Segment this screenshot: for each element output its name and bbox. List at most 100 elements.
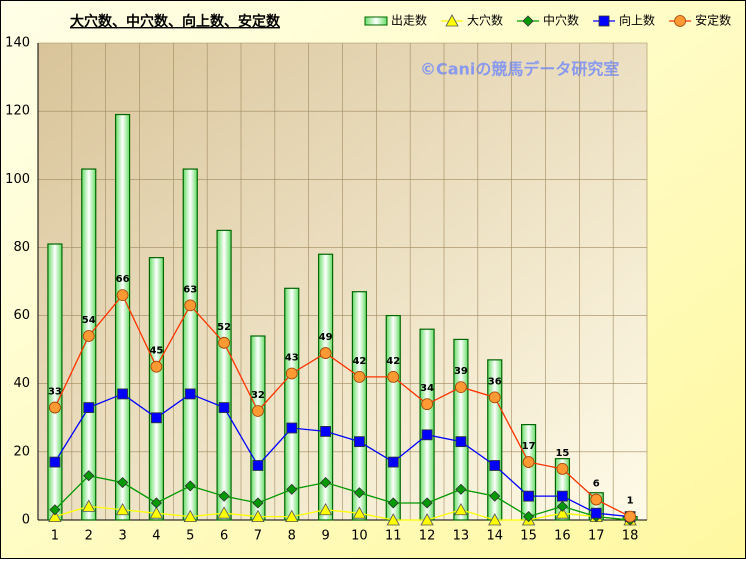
point <box>489 490 501 502</box>
point <box>117 476 129 489</box>
point <box>455 381 467 394</box>
point <box>556 500 568 512</box>
bar <box>216 229 232 521</box>
data-label: 34 <box>420 383 434 394</box>
y-tick-label: 60 <box>13 308 30 323</box>
point <box>149 506 164 519</box>
legend-marker <box>522 15 534 27</box>
point <box>82 330 95 342</box>
point <box>252 460 264 471</box>
bar <box>182 168 198 521</box>
y-tick-label: 40 <box>13 376 30 391</box>
point <box>48 509 62 522</box>
data-label: 42 <box>352 356 366 367</box>
point <box>49 456 61 468</box>
point <box>353 487 365 499</box>
point <box>82 499 96 512</box>
point <box>184 480 196 492</box>
data-label: 43 <box>285 352 299 363</box>
point <box>252 405 264 417</box>
point <box>285 367 298 380</box>
data-label: 66 <box>116 274 130 285</box>
bar <box>520 424 537 521</box>
bar <box>250 335 266 521</box>
data-label: 36 <box>488 376 502 387</box>
x-tick-label: 10 <box>351 529 368 544</box>
x-tick-label: 14 <box>486 529 503 544</box>
series-line <box>54 505 631 521</box>
data-label: 6 <box>593 479 600 490</box>
bar <box>47 243 63 521</box>
point <box>455 483 467 495</box>
point <box>624 510 636 523</box>
point <box>218 336 230 349</box>
point <box>286 422 298 434</box>
point <box>320 426 331 437</box>
point <box>488 391 501 404</box>
bar <box>148 257 165 521</box>
point <box>184 299 197 312</box>
x-tick-label: 2 <box>85 529 93 544</box>
point <box>285 509 299 522</box>
series-line <box>54 393 631 518</box>
x-tick-label: 5 <box>186 529 194 544</box>
point <box>489 460 501 471</box>
point <box>421 398 433 411</box>
legend-label: 向上数 <box>619 13 655 28</box>
x-tick-label: 7 <box>254 529 262 544</box>
data-label: 32 <box>251 390 265 401</box>
data-label: 54 <box>82 315 96 326</box>
point <box>353 370 366 383</box>
x-tick-label: 6 <box>220 529 228 544</box>
point <box>387 370 400 383</box>
point <box>454 502 468 516</box>
legend-marker <box>445 14 459 27</box>
point <box>488 513 502 526</box>
point <box>352 506 367 519</box>
data-label: 52 <box>217 322 231 333</box>
x-tick-label: 12 <box>419 529 436 544</box>
point <box>320 476 332 489</box>
data-label: 42 <box>386 356 400 367</box>
point <box>49 401 61 414</box>
point <box>354 436 365 448</box>
point <box>218 402 230 413</box>
data-label: 1 <box>627 496 634 507</box>
point <box>590 507 602 519</box>
point <box>319 347 332 359</box>
y-tick-label: 0 <box>22 513 30 528</box>
legend-marker <box>674 15 686 27</box>
x-tick-label: 9 <box>321 529 329 544</box>
y-tick-label: 20 <box>13 444 30 459</box>
data-label: 45 <box>149 346 163 357</box>
legend-swatch <box>364 16 388 26</box>
point <box>49 504 61 516</box>
point <box>251 509 265 522</box>
point <box>455 436 467 448</box>
x-tick-label: 3 <box>118 529 126 544</box>
legend-marker <box>598 15 610 27</box>
watermark: ©Caniの競馬データ研究室 <box>420 60 619 79</box>
bar <box>317 253 334 521</box>
point <box>318 502 333 516</box>
point <box>556 462 569 475</box>
bar <box>385 314 401 521</box>
bar <box>81 168 97 521</box>
y-tick-label: 80 <box>13 240 30 255</box>
legend: 出走数 大穴数 中穴数 向上数 安定数 <box>364 13 731 28</box>
point <box>115 502 130 516</box>
x-tick-label: 15 <box>520 529 537 544</box>
x-tick-label: 11 <box>385 529 402 544</box>
x-tick-label: 13 <box>453 529 470 544</box>
point <box>83 402 95 413</box>
point <box>523 490 534 502</box>
x-tick-label: 17 <box>588 529 605 544</box>
point <box>386 513 400 526</box>
y-tick-label: 140 <box>5 36 30 51</box>
point <box>252 497 264 509</box>
point <box>184 388 196 400</box>
data-label: 39 <box>454 366 468 377</box>
x-tick-label: 18 <box>622 529 639 544</box>
point <box>421 429 433 441</box>
